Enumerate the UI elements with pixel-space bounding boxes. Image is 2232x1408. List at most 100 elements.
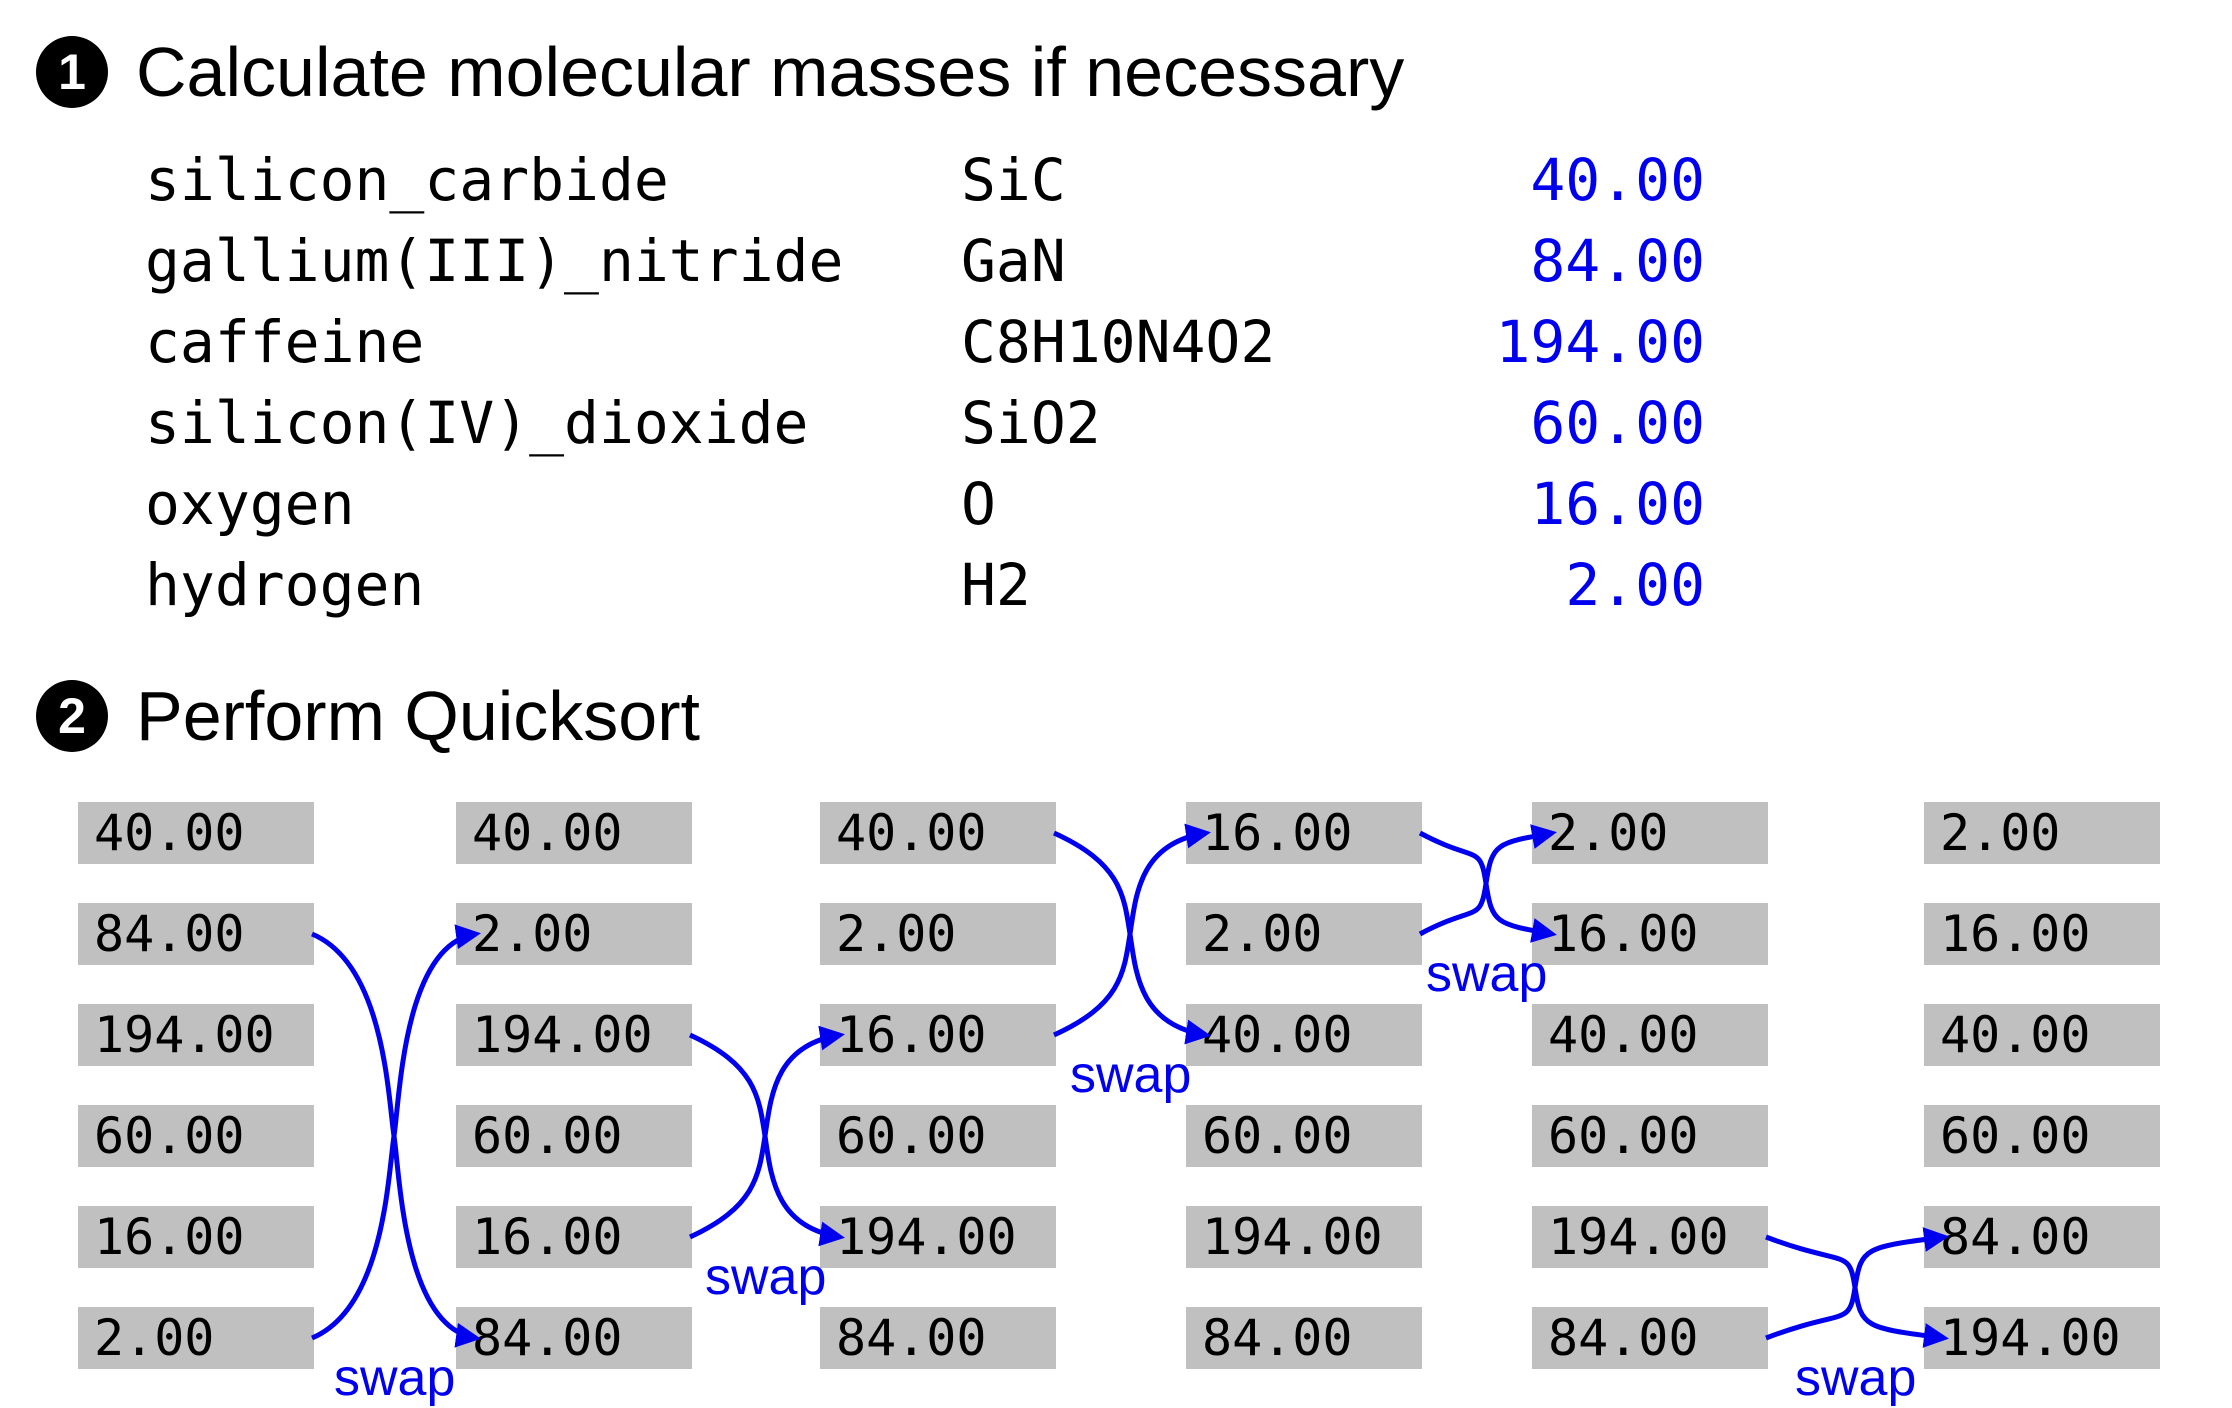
array-cell: 60.00 (1186, 1105, 1422, 1167)
compound-formula: SiO2 (961, 389, 1101, 457)
compound-mass: 2.00 (1565, 551, 1705, 619)
array-cell-value: 194.00 (1940, 1309, 2121, 1367)
swap-label: swap (1426, 945, 1548, 1003)
array-cell-value: 2.00 (1548, 804, 1669, 862)
compound-name: oxygen (145, 470, 355, 538)
array-cell-value: 40.00 (1940, 1006, 2091, 1064)
array-cell: 84.00 (1532, 1307, 1768, 1369)
array-cell: 194.00 (456, 1004, 692, 1066)
compound-formula: O (961, 470, 996, 538)
array-cell: 60.00 (456, 1105, 692, 1167)
array-cell-value: 84.00 (1940, 1208, 2091, 1266)
array-cell: 84.00 (1186, 1307, 1422, 1369)
compound-mass: 194.00 (1495, 308, 1705, 376)
compound-row: silicon_carbide SiC 40.00 (145, 140, 1705, 221)
swap-label: swap (705, 1248, 827, 1306)
array-cell-value: 2.00 (1202, 905, 1323, 963)
array-cell: 2.00 (456, 903, 692, 965)
step-2-badge: 2 (36, 680, 108, 752)
array-cell-value: 194.00 (1548, 1208, 1729, 1266)
array-cell-value: 16.00 (94, 1208, 245, 1266)
compound-formula: SiC (961, 146, 1066, 214)
array-cell-value: 60.00 (94, 1107, 245, 1165)
array-cell-value: 16.00 (1202, 804, 1353, 862)
array-cell-value: 40.00 (472, 804, 623, 862)
array-cell-value: 40.00 (94, 804, 245, 862)
array-cell: 40.00 (1532, 1004, 1768, 1066)
array-cell-value: 60.00 (472, 1107, 623, 1165)
array-cell: 84.00 (1924, 1206, 2160, 1268)
array-cell: 40.00 (78, 802, 314, 864)
compound-formula: GaN (961, 227, 1066, 295)
array-cell: 2.00 (1924, 802, 2160, 864)
swap-arrow-down (688, 1032, 845, 1247)
array-cell-value: 16.00 (472, 1208, 623, 1266)
array-cell: 40.00 (1924, 1004, 2160, 1066)
array-cell: 84.00 (78, 903, 314, 965)
swap-arrow-up (688, 1025, 845, 1240)
array-cell: 194.00 (820, 1206, 1056, 1268)
compound-mass: 16.00 (1530, 470, 1705, 538)
compound-row: oxygen O 16.00 (145, 464, 1705, 545)
array-cell: 16.00 (78, 1206, 314, 1268)
swap-arrow-up (311, 924, 481, 1341)
array-cell-value: 194.00 (1202, 1208, 1383, 1266)
array-cell-value: 40.00 (836, 804, 987, 862)
array-cell: 16.00 (456, 1206, 692, 1268)
swap-arrow-up (1052, 823, 1211, 1038)
compound-name: silicon_carbide (145, 146, 669, 214)
compound-name: hydrogen (145, 551, 425, 619)
step-1-badge: 1 (36, 36, 108, 108)
array-cell-value: 84.00 (94, 905, 245, 963)
array-cell-value: 16.00 (1940, 905, 2091, 963)
array-cell: 16.00 (1532, 903, 1768, 965)
compound-name: gallium(III)_nitride (145, 227, 844, 295)
swap-label: swap (1070, 1046, 1192, 1104)
array-cell-value: 60.00 (1548, 1107, 1699, 1165)
array-cell-value: 84.00 (836, 1309, 987, 1367)
compound-formula: C8H10N4O2 (961, 308, 1276, 376)
step-2-title: Perform Quicksort (136, 677, 700, 755)
array-cell-value: 60.00 (1202, 1107, 1353, 1165)
array-cell: 40.00 (820, 802, 1056, 864)
swap-arrow-down (1052, 830, 1211, 1045)
array-cell: 2.00 (820, 903, 1056, 965)
compound-mass: 84.00 (1530, 227, 1705, 295)
array-cell: 60.00 (1924, 1105, 2160, 1167)
array-cell-value: 2.00 (1940, 804, 2061, 862)
array-cell-value: 40.00 (1202, 1006, 1353, 1064)
step-1-title: Calculate molecular masses if necessary (136, 33, 1405, 111)
array-cell: 60.00 (78, 1105, 314, 1167)
array-cell: 16.00 (1924, 903, 2160, 965)
array-cell-value: 84.00 (1548, 1309, 1699, 1367)
compound-row: caffeine C8H10N4O2 194.00 (145, 302, 1705, 383)
array-cell: 84.00 (820, 1307, 1056, 1369)
swap-label: swap (334, 1349, 456, 1407)
compound-mass: 60.00 (1530, 389, 1705, 457)
array-cell: 60.00 (1532, 1105, 1768, 1167)
array-cell: 40.00 (456, 802, 692, 864)
array-cell: 40.00 (1186, 1004, 1422, 1066)
array-cell: 84.00 (456, 1307, 692, 1369)
compound-formula: H2 (961, 551, 1031, 619)
array-cell: 194.00 (1924, 1307, 2160, 1369)
array-cell-value: 84.00 (1202, 1309, 1353, 1367)
compound-row: hydrogen H2 2.00 (145, 545, 1705, 626)
compound-row: gallium(III)_nitride GaN 84.00 (145, 221, 1705, 302)
array-cell-value: 2.00 (94, 1309, 215, 1367)
swap-arrow-down (1765, 1234, 1949, 1348)
array-cell: 16.00 (820, 1004, 1056, 1066)
step-2-heading: 2 Perform Quicksort (36, 676, 700, 756)
compound-row: silicon(IV)_dioxide SiO2 60.00 (145, 383, 1705, 464)
array-cell: 194.00 (78, 1004, 314, 1066)
compound-name: caffeine (145, 308, 425, 376)
array-cell-value: 84.00 (472, 1309, 623, 1367)
molecular-mass-table: silicon_carbide SiC 40.00 gallium(III)_n… (145, 140, 1705, 626)
array-cell: 2.00 (1532, 802, 1768, 864)
array-cell-value: 194.00 (472, 1006, 653, 1064)
compound-mass: 40.00 (1530, 146, 1705, 214)
array-cell: 2.00 (1186, 903, 1422, 965)
array-cell-value: 60.00 (1940, 1107, 2091, 1165)
step-1-heading: 1 Calculate molecular masses if necessar… (36, 32, 1404, 112)
array-cell-value: 60.00 (836, 1107, 987, 1165)
